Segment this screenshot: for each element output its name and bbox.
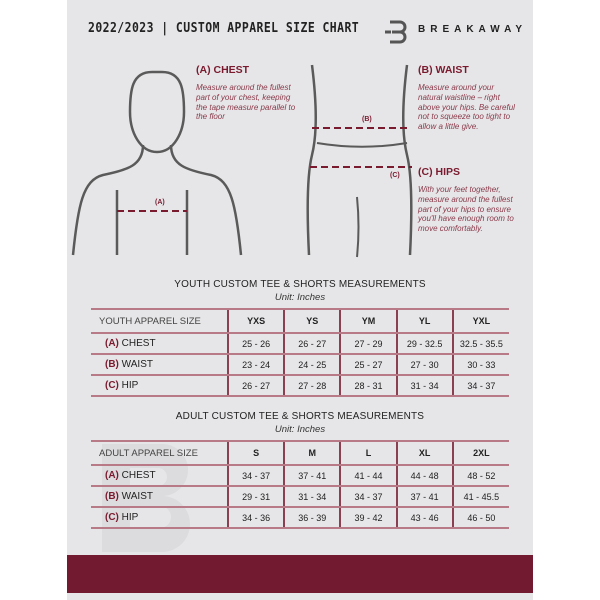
size-label: L: [339, 440, 397, 466]
measurement-cell: 23 - 24: [226, 353, 285, 376]
size-header: ADULT APPAREL SIZE: [91, 440, 228, 466]
measurement-cell: 41 - 44: [339, 464, 397, 487]
table-row: (B) WAIST 23 - 24 24 - 25 25 - 27 27 - 30 30 …: [91, 353, 509, 376]
row-letter: (B): [105, 359, 119, 370]
size-label: 2XL: [451, 440, 509, 466]
row-letter: (A): [105, 338, 119, 349]
table-row: (C) HIP 34 - 36 36 - 39 39 - 42 43 - 46 46 - …: [91, 506, 509, 529]
row-label: (C) HIP: [91, 506, 228, 529]
measurement-cell: 27 - 30: [395, 353, 453, 376]
measurement-cell: 48 - 52: [451, 464, 509, 487]
size-label: YXS: [226, 308, 285, 334]
header-row: ADULT APPAREL SIZE S M L XL 2XL: [91, 440, 509, 466]
size-header: YOUTH APPAREL SIZE: [91, 308, 228, 334]
table-row: (C) HIP 26 - 27 27 - 28 28 - 31 31 - 34 34 - …: [91, 374, 509, 397]
measurement-cell: 26 - 27: [226, 374, 285, 397]
measurement-cell: 34 - 37: [339, 485, 397, 508]
measurement-cell: 46 - 50: [451, 506, 509, 529]
measurement-cell: 43 - 46: [395, 506, 453, 529]
row-letter: (B): [105, 491, 119, 502]
measurement-cell: 37 - 41: [395, 485, 453, 508]
size-label: M: [283, 440, 341, 466]
row-label: (B) WAIST: [91, 485, 228, 508]
measurement-cell: 44 - 48: [395, 464, 453, 487]
measurement-cell: 32.5 - 35.5: [451, 332, 509, 355]
row-name: WAIST: [121, 359, 153, 370]
size-label: S: [226, 440, 285, 466]
measurement-cell: 25 - 26: [226, 332, 285, 355]
size-label: YXL: [451, 308, 509, 334]
row-label: (A) CHEST: [91, 464, 228, 487]
youth-size-table: YOUTH APPAREL SIZE YXS YS YM YL YXL (A) CHEST 2…: [91, 308, 509, 397]
measurement-cell: 24 - 25: [283, 353, 341, 376]
measurement-cell: 29 - 31: [226, 485, 285, 508]
chest-heading: (A) CHEST: [196, 64, 250, 76]
table-row: (A) CHEST 34 - 37 37 - 41 41 - 44 44 - 48 48 …: [91, 464, 509, 487]
adult-table-title: ADULT CUSTOM TEE & SHORTS MEASUREMENTS: [175, 411, 425, 422]
measurement-cell: 41 - 45.5: [451, 485, 509, 508]
row-label: (C) HIP: [91, 374, 228, 397]
youth-unit: Unit: Inches: [274, 292, 326, 303]
size-label: YM: [339, 308, 397, 334]
footer-bar: [67, 555, 533, 593]
row-letter: (A): [105, 470, 119, 481]
size-label: XL: [395, 440, 453, 466]
adult-unit: Unit: Inches: [274, 424, 326, 435]
chest-marker: (A): [155, 199, 165, 206]
row-label: (A) CHEST: [91, 332, 228, 355]
measurement-cell: 30 - 33: [451, 353, 509, 376]
size-label: YL: [395, 308, 453, 334]
waist-heading: (B) WAIST: [418, 64, 469, 76]
table-row: (B) WAIST 29 - 31 31 - 34 34 - 37 37 - 41 41 …: [91, 485, 509, 508]
hips-description: With your feet together, measure around …: [418, 185, 514, 234]
page-title: 2022/2023 | CUSTOM APPAREL SIZE CHART: [88, 21, 360, 36]
row-name: WAIST: [121, 491, 153, 502]
measurement-cell: 26 - 27: [283, 332, 341, 355]
measurement-cell: 34 - 37: [226, 464, 285, 487]
chest-description: Measure around the fullest part of your …: [196, 83, 296, 122]
brand-name: BREAKAWAY: [418, 24, 528, 35]
measurement-cell: 36 - 39: [283, 506, 341, 529]
row-name: HIP: [121, 380, 139, 391]
measurement-cell: 31 - 34: [283, 485, 341, 508]
measurement-cell: 27 - 29: [339, 332, 397, 355]
breakaway-logo-icon: [385, 20, 407, 44]
size-label: YS: [283, 308, 341, 334]
head-outline: [128, 70, 186, 154]
measurement-cell: 39 - 42: [339, 506, 397, 529]
row-label: (B) WAIST: [91, 353, 228, 376]
waist-description: Measure around your natural waistline – …: [418, 83, 515, 132]
header-row: YOUTH APPAREL SIZE YXS YS YM YL YXL: [91, 308, 509, 334]
row-name: CHEST: [121, 338, 156, 349]
measurement-cell: 25 - 27: [339, 353, 397, 376]
table-row: (A) CHEST 25 - 26 26 - 27 27 - 29 29 - 32.5 3…: [91, 332, 509, 355]
measurement-cell: 27 - 28: [283, 374, 341, 397]
measurement-cell: 29 - 32.5: [395, 332, 453, 355]
measurement-cell: 34 - 37: [451, 374, 509, 397]
waist-marker: (B): [362, 116, 372, 123]
measurement-cell: 28 - 31: [339, 374, 397, 397]
body-illustration: [71, 64, 413, 258]
row-letter: (C): [105, 512, 119, 523]
measurement-cell: 31 - 34: [395, 374, 453, 397]
row-letter: (C): [105, 380, 119, 391]
row-name: CHEST: [121, 470, 156, 481]
row-name: HIP: [121, 512, 139, 523]
youth-table-title: YOUTH CUSTOM TEE & SHORTS MEASUREMENTS: [174, 279, 426, 290]
measurement-cell: 34 - 36: [226, 506, 285, 529]
measurement-cell: 37 - 41: [283, 464, 341, 487]
hips-heading: (C) HIPS: [418, 166, 460, 178]
adult-size-table: ADULT APPAREL SIZE S M L XL 2XL (A) CHEST 34 - …: [91, 440, 509, 529]
hips-marker: (C): [390, 172, 400, 179]
